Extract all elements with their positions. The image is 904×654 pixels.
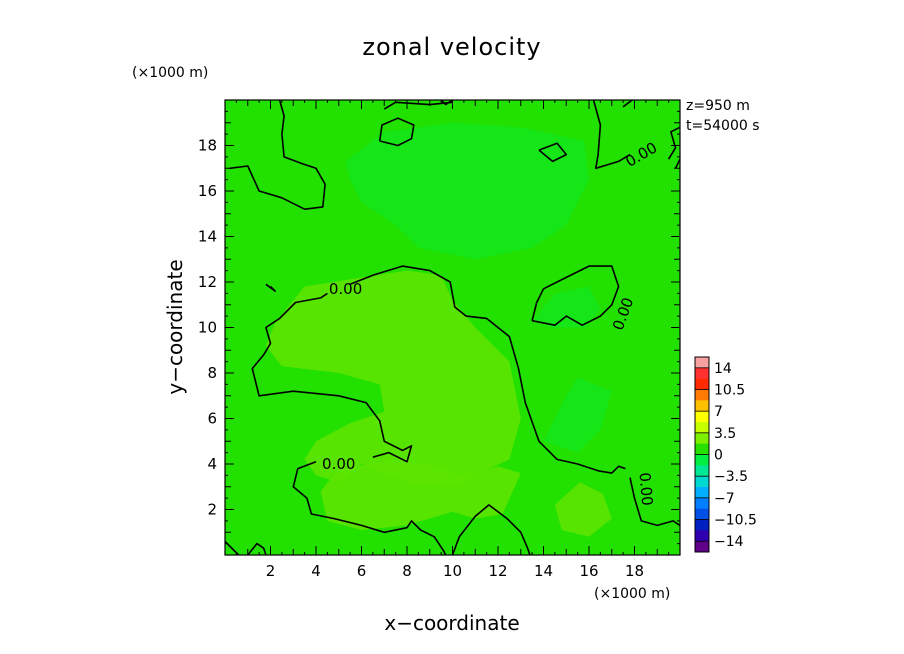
x-tick-label: 8 xyxy=(402,562,412,580)
y-tick-label: 18 xyxy=(198,137,217,155)
x-tick-label: 10 xyxy=(443,562,462,580)
contour-line-1 xyxy=(383,101,453,110)
y-tick-label: 8 xyxy=(207,364,217,382)
y-tick-label: 6 xyxy=(207,410,217,428)
y-tick-label: 10 xyxy=(198,319,217,337)
colorbar-label: −14 xyxy=(714,534,744,550)
contour-lines xyxy=(224,99,681,556)
contour-line-12 xyxy=(629,477,681,527)
y-unit-label: (×1000 m) xyxy=(132,65,208,81)
colorbar-swatch xyxy=(695,422,709,434)
contour-line-6 xyxy=(674,158,681,169)
contour-line-0 xyxy=(229,99,326,210)
field-region-negative-3 xyxy=(345,122,589,260)
x-tick-label: 4 xyxy=(311,562,321,580)
colorbar: 14 10.5 7 3.5 0 −3.5 −7 −10.5 −14 xyxy=(694,356,757,553)
field-region-negative-4 xyxy=(543,377,612,453)
colorbar-swatch xyxy=(695,411,709,423)
contour-line-8 xyxy=(251,292,413,463)
axis-ticks: 2 4 6 8 10 12 14 16 18 2 4 6 8 10 12 14 16 18 xyxy=(198,99,681,580)
colorbar-swatch xyxy=(695,389,709,401)
x-tick-label: 6 xyxy=(357,562,367,580)
contour-line-11 xyxy=(451,504,531,556)
colorbar-swatch xyxy=(695,497,709,509)
colorbar-swatch xyxy=(695,367,709,379)
colorbar-label: 0 xyxy=(714,448,723,464)
y-tick-label: 12 xyxy=(198,273,217,291)
y-tick-label: 4 xyxy=(207,455,217,473)
y-tick-label: 16 xyxy=(198,182,217,200)
colorbar-swatch xyxy=(695,378,709,390)
x-tick-label: 16 xyxy=(579,562,598,580)
field-region-positive-2 xyxy=(554,482,612,537)
contour-label-0: 0.00 xyxy=(329,280,362,298)
colorbar-label: 10.5 xyxy=(714,383,745,399)
contour-line-7 xyxy=(265,283,276,292)
contour-line-15 xyxy=(531,265,620,327)
contour-line-4 xyxy=(592,99,631,170)
contour-line-9 xyxy=(349,265,626,474)
contour-line-17 xyxy=(622,99,633,108)
colorbar-label: −3.5 xyxy=(714,469,748,485)
info-time: t=54000 s xyxy=(686,118,760,134)
colorbar-swatch xyxy=(695,454,709,466)
y-tick-label: 2 xyxy=(207,501,217,519)
contour-line-5 xyxy=(667,126,681,160)
colorbar-swatch xyxy=(695,541,709,553)
colorbar-swatch xyxy=(695,432,709,444)
colorbar-swatch xyxy=(695,443,709,455)
colorbar-swatch xyxy=(695,519,709,531)
plot-area: 0.000.000.000.000.00 2 4 6 8 10 12 14 16 1824681… xyxy=(198,99,681,580)
contour-line-13 xyxy=(224,540,240,556)
colorbar-swatch xyxy=(695,357,709,369)
colorbar-label: 14 xyxy=(714,361,732,377)
x-tick-label: 12 xyxy=(488,562,507,580)
x-unit-label: (×1000 m) xyxy=(594,586,670,602)
x-tick-label: 18 xyxy=(625,562,644,580)
contour-label-2: 0.00 xyxy=(635,472,656,507)
x-tick-label: 14 xyxy=(534,562,553,580)
contour-line-14 xyxy=(247,542,267,556)
field-regions xyxy=(265,122,612,537)
field-region-positive-1 xyxy=(320,461,521,530)
contour-line-2 xyxy=(378,117,415,147)
colorbar-label: 3.5 xyxy=(714,426,736,442)
field-region-negative-5 xyxy=(532,286,601,328)
colorbar-label: −7 xyxy=(714,491,735,507)
field-region-positive-0 xyxy=(265,270,521,487)
y-tick-label: 14 xyxy=(198,228,217,246)
chart-title: zonal velocity xyxy=(362,33,541,61)
colorbar-swatch xyxy=(695,487,709,499)
contour-line-16 xyxy=(440,99,453,106)
contour-label-1: 0.00 xyxy=(322,455,355,473)
colorbar-swatch xyxy=(695,476,709,488)
x-tick-label: 2 xyxy=(266,562,276,580)
colorbar-swatch xyxy=(695,508,709,520)
colorbar-swatch xyxy=(695,465,709,477)
colorbar-label: −10.5 xyxy=(714,513,757,529)
contour-line-10 xyxy=(292,460,447,556)
colorbar-label: 7 xyxy=(714,404,723,420)
colorbar-swatch xyxy=(695,530,709,542)
x-axis-label: x−coordinate xyxy=(384,611,519,635)
contour-line-3 xyxy=(538,142,568,163)
info-depth: z=950 m xyxy=(686,98,750,114)
colorbar-swatch xyxy=(695,400,709,412)
y-axis-label: y−coordinate xyxy=(163,259,187,394)
